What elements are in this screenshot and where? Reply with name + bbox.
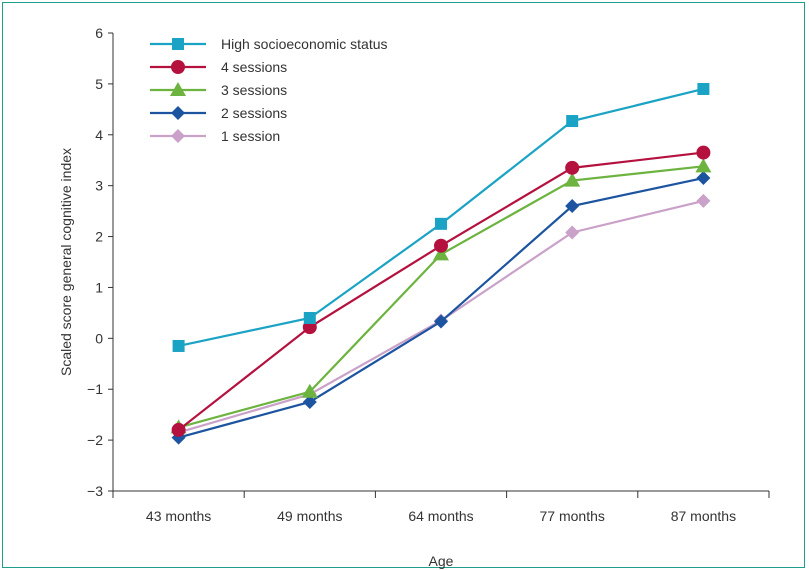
legend-marker	[172, 38, 184, 50]
y-tick-label: 1	[95, 279, 103, 295]
series-line	[178, 165, 704, 429]
legend-item: High socioeconomic status	[150, 36, 388, 52]
legend-label: 4 sessions	[221, 59, 287, 75]
y-tick-label: −2	[87, 432, 103, 448]
data-point	[697, 82, 710, 95]
data-point	[695, 158, 712, 173]
data-point	[565, 225, 580, 240]
x-axis-label: Age	[429, 553, 454, 569]
legend-item: 4 sessions	[150, 59, 287, 75]
y-tick-label: −3	[87, 483, 103, 499]
y-tick-label: 2	[95, 229, 103, 245]
y-tick-label: 0	[95, 330, 103, 346]
legend-marker	[170, 82, 186, 96]
data-point	[303, 311, 316, 324]
data-point	[435, 217, 447, 230]
x-tick-label: 43 months	[146, 508, 211, 524]
data-point	[434, 238, 448, 253]
series-layer	[170, 82, 712, 445]
y-tick-label: 3	[95, 178, 103, 194]
y-tick-label: 5	[95, 76, 103, 92]
y-axis-label: Scaled score general cognitive index	[58, 148, 74, 376]
series	[170, 158, 712, 434]
x-tick-label: 49 months	[277, 508, 342, 524]
data-point	[172, 339, 185, 352]
data-point	[434, 314, 448, 329]
legend-item: 3 sessions	[150, 82, 287, 98]
data-point	[171, 422, 186, 437]
data-point	[566, 115, 579, 128]
y-tick-label: 4	[95, 127, 103, 143]
legend-item: 1 session	[150, 128, 280, 144]
legend: High socioeconomic status 4 sessions 3 ses…	[150, 36, 388, 144]
legend-label: 1 session	[221, 128, 280, 144]
data-point	[301, 383, 318, 398]
axes: 6 5 4 3 2 1 0 −1 −2 −3 43 months 49 months 64 months…	[87, 25, 770, 524]
data-point	[696, 171, 711, 186]
legend-marker	[171, 60, 185, 74]
data-point	[564, 172, 581, 187]
data-point	[433, 246, 449, 261]
legend-label: 2 sessions	[221, 105, 287, 121]
legend-marker	[171, 106, 185, 120]
series-line	[178, 176, 704, 439]
x-tick-label: 77 months	[540, 508, 605, 524]
legend-marker	[171, 129, 185, 143]
legend-label: High socioeconomic status	[221, 36, 388, 52]
data-point	[696, 193, 711, 208]
y-tick-label: 6	[95, 25, 103, 41]
series	[171, 145, 711, 437]
data-point	[696, 145, 711, 160]
series	[172, 82, 710, 352]
series	[171, 171, 711, 445]
x-tick-label: 87 months	[671, 508, 736, 524]
legend-item: 2 sessions	[150, 105, 287, 121]
y-tick-label: −1	[87, 381, 103, 397]
x-tick-label: 64 months	[408, 508, 473, 524]
data-point	[302, 394, 317, 409]
data-point	[565, 199, 580, 214]
legend-label: 3 sessions	[221, 82, 287, 98]
data-point	[565, 160, 580, 175]
